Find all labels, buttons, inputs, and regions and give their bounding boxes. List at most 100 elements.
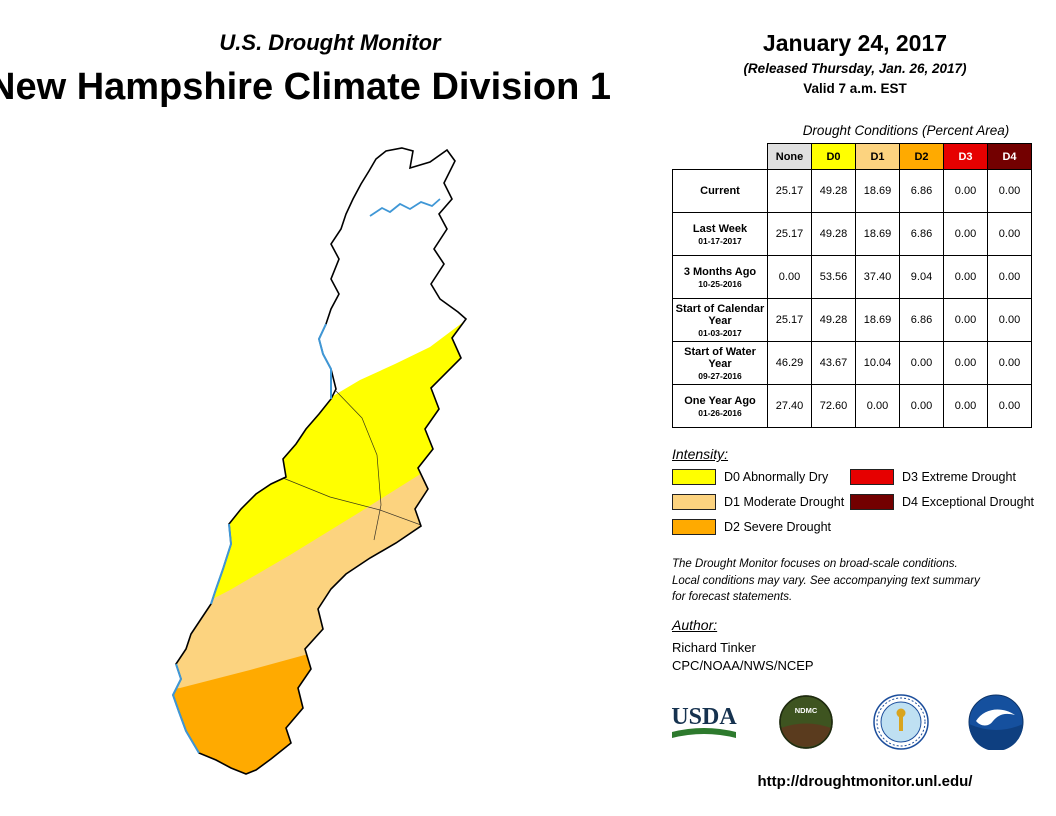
value-cell: 0.00 <box>943 384 988 428</box>
row-label: Start of Water Year 09-27-2016 <box>672 341 768 385</box>
map-region-d0 <box>173 318 466 774</box>
drought-table: None D0 D1 D2 D3 D4 Current 25.17 49.28 18.69 6.8… <box>672 143 1032 428</box>
row-label: 3 Months Ago 10-25-2016 <box>672 255 768 299</box>
legend-item: D0 Abnormally Dry <box>672 468 844 485</box>
value-cell: 0.00 <box>855 384 900 428</box>
value-cell: 0.00 <box>987 255 1032 299</box>
row-label-date: 10-25-2016 <box>698 278 742 289</box>
report-date: January 24, 2017 <box>762 30 948 56</box>
page-title: New Hampshire Climate Division 1 <box>0 66 611 108</box>
row-label-date: 01-26-2016 <box>698 407 742 418</box>
column-header-d4: D4 <box>987 143 1032 170</box>
usda-green-swoosh <box>672 728 736 738</box>
column-header-d1: D1 <box>855 143 900 170</box>
row-label-text: 3 Months Ago <box>683 265 757 278</box>
author-organization: CPC/NOAA/NWS/NCEP <box>672 658 814 673</box>
value-cell: 0.00 <box>899 384 944 428</box>
value-cell: 49.28 <box>811 298 856 342</box>
row-label-text: One Year Ago <box>684 394 756 407</box>
legend-swatch <box>850 493 894 510</box>
usda-logo: USDA <box>671 704 737 738</box>
row-label: Start of Calendar Year 01-03-2017 <box>672 298 768 342</box>
row-label-date: 01-03-2017 <box>698 327 742 338</box>
commerce-seal-logo <box>872 694 929 750</box>
value-cell: 18.69 <box>855 298 900 342</box>
river-border-segment <box>210 523 233 605</box>
value-cell: 0.00 <box>987 298 1032 342</box>
legend-swatch <box>850 468 894 485</box>
map-region-d2 <box>173 610 466 774</box>
value-cell: 25.17 <box>767 212 812 256</box>
value-cell: 0.00 <box>943 212 988 256</box>
legend-swatch <box>672 468 716 485</box>
table-header-row: None D0 D1 D2 D3 D4 <box>672 143 1032 170</box>
value-cell: 0.00 <box>943 255 988 299</box>
county-line <box>282 477 422 526</box>
legend-swatch <box>672 518 716 535</box>
county-line <box>335 390 382 541</box>
ndmc-logo-text: NDMC <box>795 706 818 715</box>
value-cell: 0.00 <box>943 169 988 213</box>
row-label-text: Current <box>700 185 740 197</box>
value-cell: 10.04 <box>855 341 900 385</box>
row-label-date: 01-17-2017 <box>698 235 742 246</box>
website-url[interactable]: http://droughtmonitor.unl.edu/ <box>757 773 973 790</box>
row-label-text: Start of Water Year <box>684 345 756 370</box>
table-corner-cell <box>672 143 768 170</box>
seagull-icon <box>975 709 1015 726</box>
monitor-title: U.S. Drought Monitor <box>219 30 441 55</box>
value-cell: 72.60 <box>811 384 856 428</box>
legend-label: D0 Abnormally Dry <box>724 469 829 484</box>
legend-title: Intensity: <box>672 446 729 462</box>
table-row: Start of Calendar Year 01-03-2017 25.17 49.… <box>672 298 1032 342</box>
row-label: Current <box>672 169 768 213</box>
legend-label: D1 Moderate Drought <box>724 494 845 509</box>
value-cell: 46.29 <box>767 341 812 385</box>
table-row: Start of Water Year 09-27-2016 46.29 43.67 1… <box>672 341 1032 385</box>
ndmc-logo: NDMC <box>779 695 834 749</box>
value-cell: 0.00 <box>987 212 1032 256</box>
release-date: (Released Thursday, Jan. 26, 2017) <box>743 61 967 76</box>
column-header-d3: D3 <box>943 143 988 170</box>
row-label-text: Last Week <box>692 222 748 235</box>
legend-item: D3 Extreme Drought <box>850 468 1034 485</box>
flame-icon <box>896 708 906 718</box>
table-row: 3 Months Ago 10-25-2016 0.00 53.56 37.40 9.04… <box>672 255 1032 299</box>
value-cell: 18.69 <box>855 169 900 213</box>
legend-label: D2 Severe Drought <box>724 519 832 534</box>
value-cell: 0.00 <box>767 255 812 299</box>
river-line <box>369 198 441 217</box>
table-row: Current 25.17 49.28 18.69 6.86 0.00 0.00 <box>672 169 1032 213</box>
drought-map <box>171 147 468 775</box>
value-cell: 0.00 <box>899 341 944 385</box>
legend-label: D3 Extreme Drought <box>902 469 1016 484</box>
legend-item: D2 Severe Drought <box>672 518 844 535</box>
legend-label: D4 Exceptional Drought <box>902 494 1035 509</box>
value-cell: 0.00 <box>943 298 988 342</box>
date-block: January 24, 2017 (Released Thursday, Jan… <box>680 30 1030 96</box>
value-cell: 0.00 <box>987 169 1032 213</box>
value-cell: 27.40 <box>767 384 812 428</box>
row-label: Last Week 01-17-2017 <box>672 212 768 256</box>
author-name: Richard Tinker <box>672 640 756 655</box>
noaa-logo <box>968 694 1024 750</box>
table-row: Last Week 01-17-2017 25.17 49.28 18.69 6.86 0.… <box>672 212 1032 256</box>
usda-logo-text: USDA <box>671 704 737 730</box>
value-cell: 25.17 <box>767 169 812 213</box>
value-cell: 6.86 <box>899 298 944 342</box>
author-heading: Author: <box>672 617 718 633</box>
river-border-segment <box>171 663 200 754</box>
torch-icon <box>898 716 903 731</box>
value-cell: 9.04 <box>899 255 944 299</box>
value-cell: 25.17 <box>767 298 812 342</box>
column-header-d2: D2 <box>899 143 944 170</box>
table-row: One Year Ago 01-26-2016 27.40 72.60 0.00 0.00… <box>672 384 1032 428</box>
value-cell: 49.28 <box>811 212 856 256</box>
value-cell: 43.67 <box>811 341 856 385</box>
legend-column-left: D0 Abnormally Dry D1 Moderate Drought D2 S… <box>672 468 844 543</box>
row-label-date: 09-27-2016 <box>698 370 742 381</box>
valid-time: Valid 7 a.m. EST <box>803 81 907 96</box>
value-cell: 49.28 <box>811 169 856 213</box>
value-cell: 6.86 <box>899 169 944 213</box>
row-label-text: Start of Calendar Year <box>675 302 765 327</box>
